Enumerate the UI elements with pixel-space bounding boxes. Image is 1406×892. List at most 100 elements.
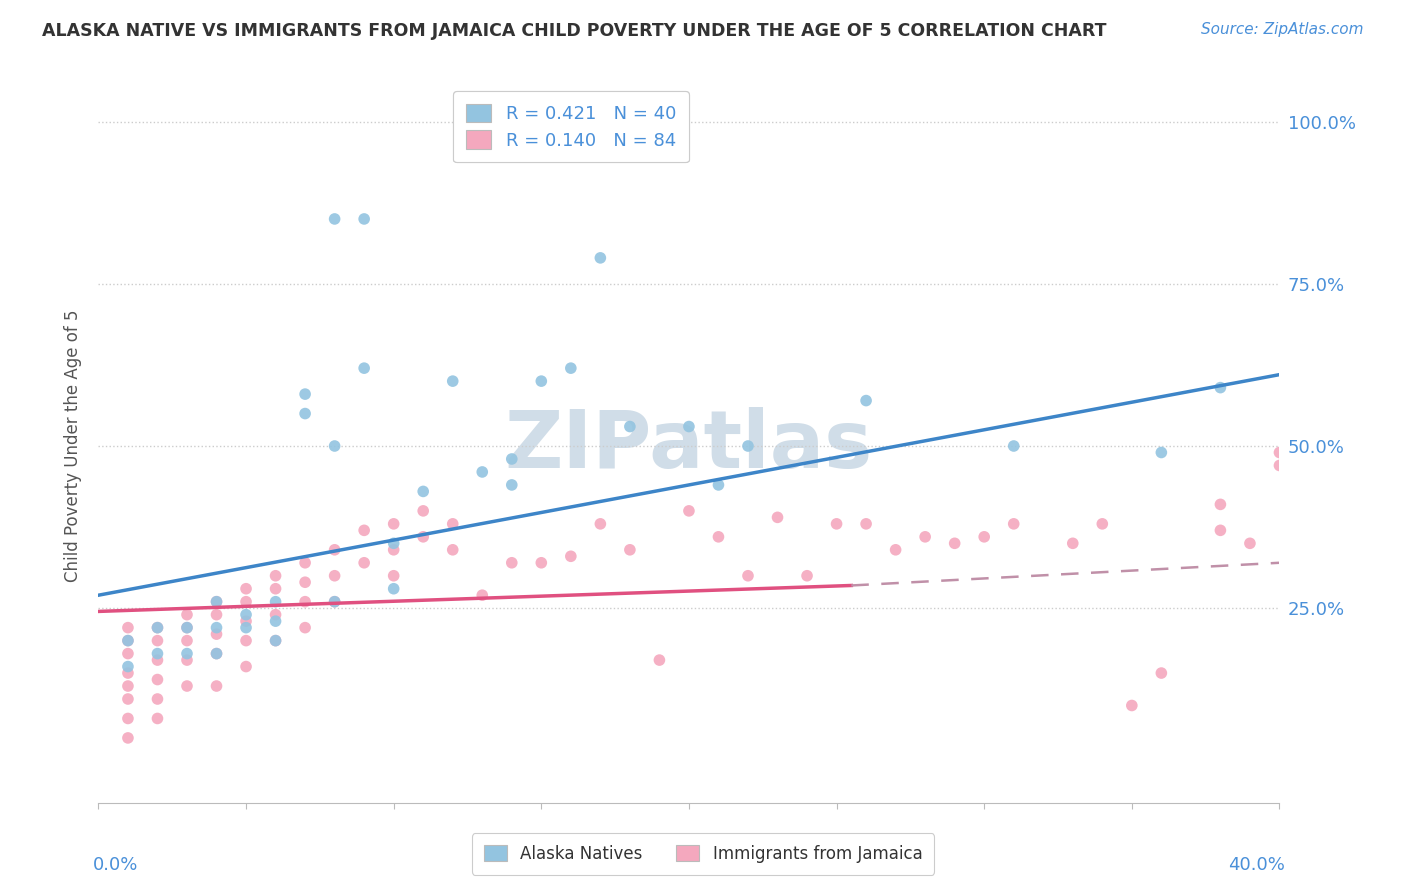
- Point: [264, 614, 287, 628]
- Point: [294, 575, 316, 590]
- Point: [914, 530, 936, 544]
- Point: [1268, 458, 1291, 473]
- Point: [205, 679, 228, 693]
- Point: [501, 478, 523, 492]
- Point: [707, 530, 730, 544]
- Point: [117, 647, 139, 661]
- Point: [235, 633, 257, 648]
- Point: [353, 211, 375, 226]
- Point: [648, 653, 671, 667]
- Point: [294, 387, 316, 401]
- Point: [117, 633, 139, 648]
- Point: [264, 582, 287, 596]
- Point: [294, 556, 316, 570]
- Point: [412, 530, 434, 544]
- Point: [264, 595, 287, 609]
- Point: [619, 542, 641, 557]
- Point: [146, 673, 169, 687]
- Point: [1327, 530, 1350, 544]
- Point: [205, 595, 228, 609]
- Point: [1002, 516, 1025, 531]
- Point: [973, 530, 995, 544]
- Legend: Alaska Natives, Immigrants from Jamaica: Alaska Natives, Immigrants from Jamaica: [472, 833, 934, 875]
- Point: [235, 595, 257, 609]
- Point: [294, 621, 316, 635]
- Point: [530, 556, 553, 570]
- Point: [1121, 698, 1143, 713]
- Point: [796, 568, 818, 582]
- Point: [441, 374, 464, 388]
- Point: [146, 621, 169, 635]
- Point: [146, 653, 169, 667]
- Point: [294, 407, 316, 421]
- Point: [1150, 666, 1173, 681]
- Point: [146, 647, 169, 661]
- Point: [323, 595, 346, 609]
- Point: [264, 607, 287, 622]
- Point: [884, 542, 907, 557]
- Point: [146, 621, 169, 635]
- Point: [501, 556, 523, 570]
- Point: [619, 419, 641, 434]
- Point: [825, 516, 848, 531]
- Point: [146, 692, 169, 706]
- Point: [117, 731, 139, 745]
- Point: [1209, 497, 1232, 511]
- Point: [530, 374, 553, 388]
- Legend: R = 0.421   N = 40, R = 0.140   N = 84: R = 0.421 N = 40, R = 0.140 N = 84: [453, 91, 689, 162]
- Point: [117, 711, 139, 725]
- Point: [382, 568, 405, 582]
- Point: [323, 542, 346, 557]
- Point: [176, 607, 198, 622]
- Point: [560, 361, 582, 376]
- Point: [1150, 445, 1173, 459]
- Point: [264, 568, 287, 582]
- Point: [1298, 530, 1320, 544]
- Point: [1268, 445, 1291, 459]
- Point: [1357, 530, 1379, 544]
- Point: [235, 614, 257, 628]
- Point: [235, 582, 257, 596]
- Point: [353, 556, 375, 570]
- Point: [382, 542, 405, 557]
- Point: [176, 621, 198, 635]
- Point: [176, 679, 198, 693]
- Point: [205, 627, 228, 641]
- Point: [1062, 536, 1084, 550]
- Point: [353, 524, 375, 538]
- Point: [117, 633, 139, 648]
- Point: [1209, 381, 1232, 395]
- Point: [294, 595, 316, 609]
- Point: [323, 439, 346, 453]
- Text: 0.0%: 0.0%: [93, 856, 138, 874]
- Point: [205, 647, 228, 661]
- Point: [471, 588, 494, 602]
- Point: [205, 621, 228, 635]
- Point: [176, 633, 198, 648]
- Point: [441, 542, 464, 557]
- Point: [117, 659, 139, 673]
- Point: [176, 653, 198, 667]
- Point: [589, 516, 612, 531]
- Point: [353, 361, 375, 376]
- Point: [737, 568, 759, 582]
- Text: Source: ZipAtlas.com: Source: ZipAtlas.com: [1201, 22, 1364, 37]
- Point: [855, 393, 877, 408]
- Point: [323, 595, 346, 609]
- Y-axis label: Child Poverty Under the Age of 5: Child Poverty Under the Age of 5: [65, 310, 83, 582]
- Point: [1002, 439, 1025, 453]
- Text: ALASKA NATIVE VS IMMIGRANTS FROM JAMAICA CHILD POVERTY UNDER THE AGE OF 5 CORREL: ALASKA NATIVE VS IMMIGRANTS FROM JAMAICA…: [42, 22, 1107, 40]
- Point: [117, 666, 139, 681]
- Point: [589, 251, 612, 265]
- Point: [323, 568, 346, 582]
- Text: ZIPatlas: ZIPatlas: [505, 407, 873, 485]
- Point: [176, 647, 198, 661]
- Point: [737, 439, 759, 453]
- Point: [441, 516, 464, 531]
- Point: [501, 452, 523, 467]
- Point: [943, 536, 966, 550]
- Point: [766, 510, 789, 524]
- Point: [412, 504, 434, 518]
- Point: [1239, 536, 1261, 550]
- Point: [205, 607, 228, 622]
